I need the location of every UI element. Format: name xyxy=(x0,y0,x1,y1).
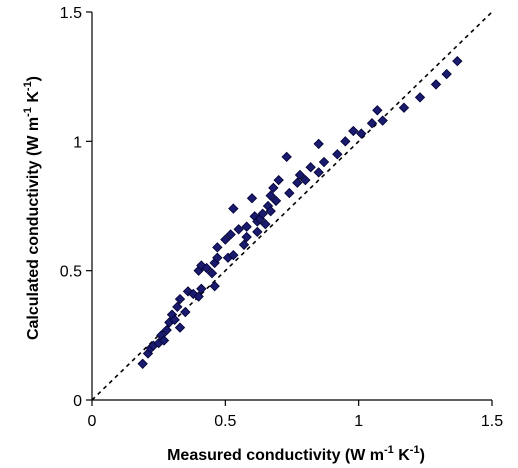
data-point xyxy=(372,105,383,116)
data-point xyxy=(265,206,276,217)
data-point xyxy=(430,79,442,90)
data-point xyxy=(452,55,463,67)
data-point xyxy=(284,187,295,199)
data-point xyxy=(332,149,343,160)
data-point xyxy=(206,268,218,279)
data-point xyxy=(209,281,220,292)
data-point xyxy=(188,288,199,300)
data-point xyxy=(252,226,263,238)
x-axis-title-end: ) xyxy=(420,447,425,464)
data-point xyxy=(193,291,204,302)
data-point xyxy=(270,195,282,206)
data-point xyxy=(172,301,183,313)
x-axis-title-main: Measured conductivity (W m xyxy=(167,447,384,464)
data-point xyxy=(225,229,236,240)
y-tick-label: 0 xyxy=(73,393,82,410)
y-tick-label: 1 xyxy=(73,134,82,151)
x-axis-title-sup1: -1 xyxy=(384,444,394,456)
x-tick-label: 0.5 xyxy=(214,413,236,430)
x-axis-title-mid: K xyxy=(394,447,410,464)
data-point xyxy=(294,169,306,181)
y-axis-title-sup2: -1 xyxy=(22,81,34,91)
data-point xyxy=(366,118,378,129)
data-point xyxy=(174,322,186,333)
data-point xyxy=(158,335,170,346)
data-point xyxy=(174,293,186,305)
data-point xyxy=(300,174,311,186)
data-point xyxy=(398,102,410,113)
data-point xyxy=(377,115,388,126)
data-point xyxy=(182,286,194,297)
plot-area xyxy=(86,11,493,406)
data-point xyxy=(220,234,231,245)
data-point xyxy=(265,190,276,201)
x-tick-label: 1 xyxy=(354,413,363,430)
data-point xyxy=(268,182,279,194)
data-point xyxy=(246,193,258,204)
data-point xyxy=(241,231,252,243)
y-axis-title-sup1: -1 xyxy=(22,107,34,117)
data-point xyxy=(260,218,271,230)
y-axis-title-end: ) xyxy=(25,76,42,81)
data-point xyxy=(196,283,207,294)
x-axis-title: Measured conductivity (W m-1 K-1) xyxy=(167,444,425,464)
data-point xyxy=(212,242,223,253)
x-tick-label: 0 xyxy=(88,413,97,430)
data-point xyxy=(228,249,239,261)
data-point xyxy=(201,262,212,274)
data-point xyxy=(241,221,252,232)
data-point xyxy=(281,151,292,163)
data-point xyxy=(137,358,148,369)
reference-line xyxy=(91,11,493,401)
x-axis-title-sup2: -1 xyxy=(410,444,420,456)
data-point xyxy=(257,208,268,219)
y-tick-label: 0.5 xyxy=(60,264,82,281)
data-point xyxy=(340,136,351,147)
data-point xyxy=(238,239,250,250)
y-axis-title: Calculated conductivity (W m-1 K-1) xyxy=(22,76,42,340)
data-point xyxy=(313,138,324,150)
data-point xyxy=(414,92,426,103)
data-point xyxy=(212,252,223,263)
data-point xyxy=(356,128,367,139)
data-point xyxy=(228,203,239,214)
data-point xyxy=(441,68,452,80)
data-point xyxy=(318,156,330,168)
y-axis-title-mid: K xyxy=(25,91,42,107)
data-point xyxy=(292,177,303,188)
y-axis-title-main: Calculated conductivity (W m xyxy=(25,117,42,340)
data-point xyxy=(313,167,324,178)
data-point xyxy=(233,224,244,235)
data-point xyxy=(305,162,316,173)
x-tick-label: 1.5 xyxy=(481,413,503,430)
data-point xyxy=(161,324,172,336)
data-point xyxy=(169,314,180,325)
y-tick-label: 1.5 xyxy=(60,5,82,22)
data-point xyxy=(273,174,284,186)
data-point xyxy=(180,306,191,318)
tick-labels: 0 0.5 1 1.5 0 0.5 1 1.5 xyxy=(60,5,503,430)
data-point xyxy=(348,125,359,137)
